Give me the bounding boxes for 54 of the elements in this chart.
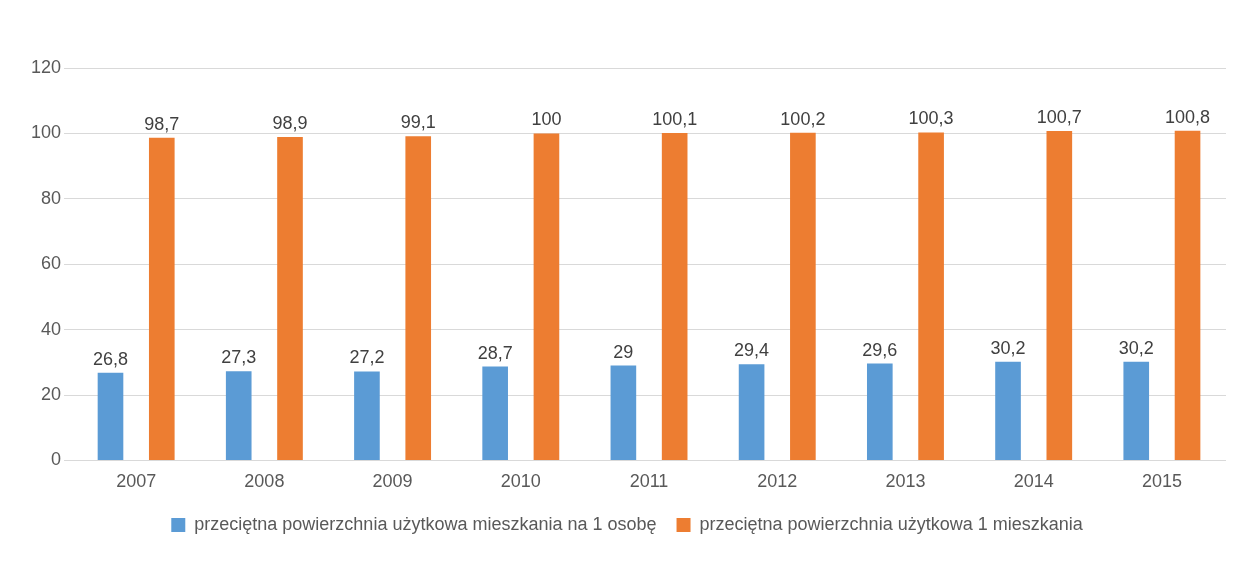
bar <box>918 132 944 460</box>
bar <box>405 136 432 460</box>
y-tick-label: 80 <box>41 187 62 208</box>
x-tick-label: 2010 <box>500 471 541 492</box>
data-label: 30,2 <box>1118 337 1154 358</box>
data-label: 29,6 <box>862 339 898 360</box>
x-tick-label: 2007 <box>116 471 157 492</box>
y-tick-label: 120 <box>30 56 62 77</box>
bar <box>277 137 303 460</box>
y-tick-label: 60 <box>41 253 62 274</box>
y-tick-label: 40 <box>41 318 62 339</box>
bar <box>1174 130 1201 460</box>
data-label: 100,2 <box>780 108 826 129</box>
x-tick-label: 2008 <box>244 471 285 492</box>
bar <box>738 364 765 460</box>
bar <box>995 361 1021 460</box>
data-label: 28,7 <box>477 342 513 363</box>
y-tick-label: 100 <box>30 122 62 143</box>
bar <box>866 363 893 460</box>
bar <box>482 366 508 460</box>
data-label: 27,3 <box>221 347 257 368</box>
data-label: 29 <box>613 341 634 362</box>
bar <box>610 365 637 460</box>
data-label: 98,7 <box>144 113 180 134</box>
bar <box>533 133 560 460</box>
data-label: 100,3 <box>908 108 954 129</box>
bar <box>1123 361 1150 460</box>
y-tick-label: 20 <box>41 383 62 404</box>
data-label: 26,8 <box>92 348 129 369</box>
bar <box>1046 131 1073 460</box>
bar <box>148 137 175 460</box>
legend-label: przeciętna powierzchnia użytkowa 1 mieszkania <box>699 513 1084 534</box>
x-tick-label: 2011 <box>629 471 669 492</box>
bar <box>225 371 252 460</box>
data-label: 98,9 <box>272 112 308 133</box>
x-tick-label: 2015 <box>1141 471 1182 492</box>
data-label: 100,1 <box>652 109 698 130</box>
legend-label: przeciętna powierzchnia użytkowa mieszkania na 1 osobę <box>194 513 657 534</box>
data-label: 99,1 <box>400 112 436 133</box>
data-label: 100,8 <box>1165 106 1211 127</box>
data-label: 29,4 <box>734 340 770 361</box>
bar <box>354 371 380 460</box>
data-label: 100,7 <box>1036 107 1082 128</box>
bar <box>790 132 816 460</box>
bar <box>661 133 688 460</box>
x-tick-label: 2014 <box>1013 471 1054 492</box>
x-tick-label: 2009 <box>372 471 413 492</box>
bar <box>97 372 124 460</box>
x-tick-label: 2013 <box>885 471 926 492</box>
x-tick-label: 2012 <box>757 471 798 492</box>
y-tick-label: 0 <box>51 449 62 470</box>
data-label: 27,2 <box>349 347 385 368</box>
data-label: 100 <box>531 109 562 130</box>
data-label: 30,2 <box>990 337 1026 358</box>
